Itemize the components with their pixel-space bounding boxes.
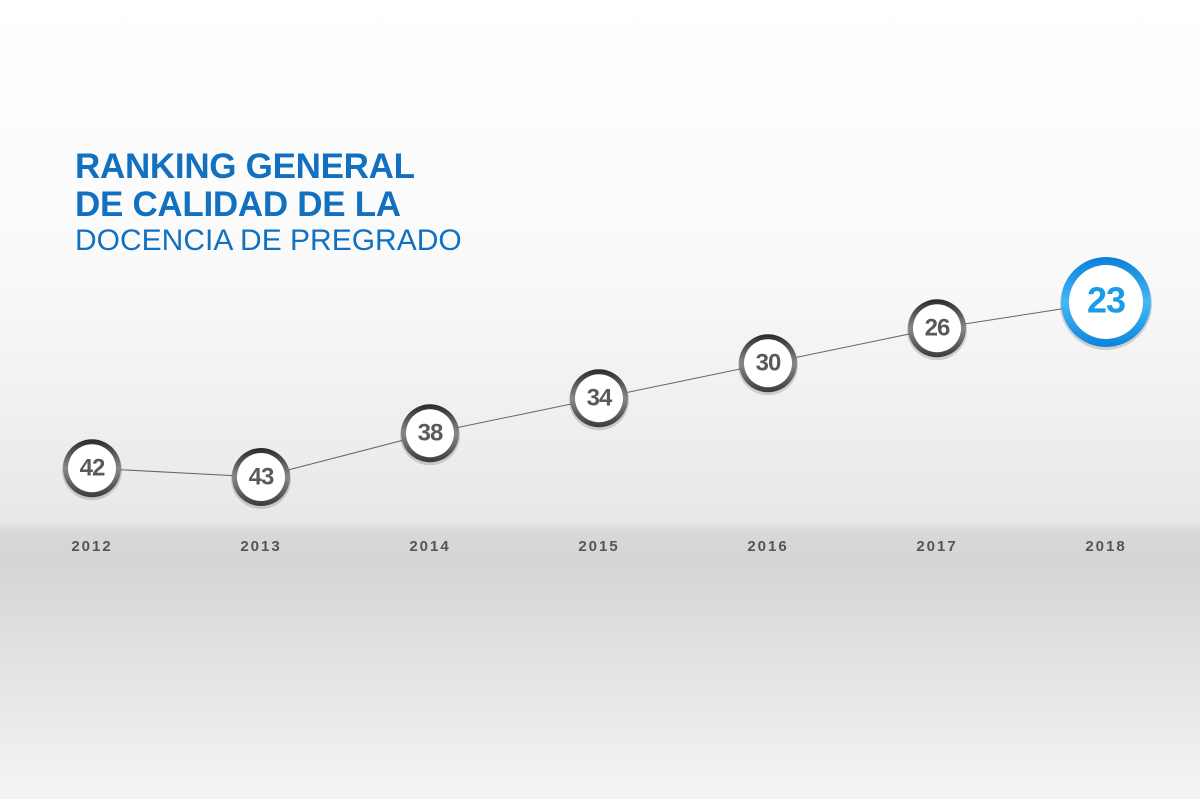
x-tick-label: 2013 bbox=[240, 538, 281, 555]
point-inner bbox=[1069, 265, 1143, 339]
x-tick-label: 2017 bbox=[916, 538, 957, 555]
point-inner bbox=[744, 339, 792, 388]
point-inner bbox=[575, 374, 623, 423]
data-label: 43 bbox=[249, 463, 274, 490]
point-inner bbox=[913, 304, 961, 353]
x-tick-label: 2012 bbox=[71, 538, 112, 555]
data-label: 38 bbox=[418, 420, 443, 447]
data-label: 23 bbox=[1087, 280, 1125, 321]
x-tick-label: 2015 bbox=[578, 538, 619, 555]
data-label: 34 bbox=[587, 385, 613, 412]
data-label: 26 bbox=[925, 315, 950, 342]
point-inner bbox=[237, 453, 285, 501]
chart-title: RANKING GENERAL DE CALIDAD DE LA bbox=[75, 147, 415, 224]
x-tick-label: 2018 bbox=[1085, 538, 1126, 555]
chart-subtitle: DOCENCIA DE PREGRADO bbox=[75, 224, 462, 257]
point-inner bbox=[406, 409, 454, 458]
data-label: 42 bbox=[80, 455, 105, 482]
data-label: 30 bbox=[756, 350, 781, 377]
x-tick-label: 2016 bbox=[747, 538, 788, 555]
x-tick-label: 2014 bbox=[409, 538, 450, 555]
point-inner bbox=[68, 444, 116, 493]
